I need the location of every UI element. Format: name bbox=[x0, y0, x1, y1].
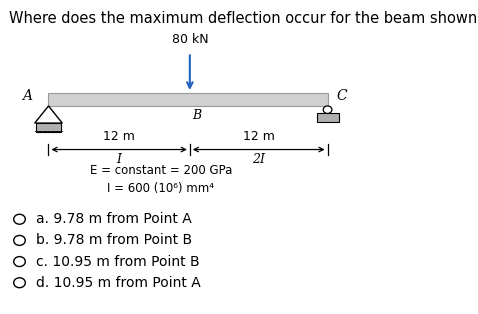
Text: E = constant = 200 GPa: E = constant = 200 GPa bbox=[90, 164, 232, 176]
Text: C: C bbox=[337, 89, 348, 103]
Text: B: B bbox=[193, 109, 202, 122]
FancyBboxPatch shape bbox=[36, 123, 61, 133]
Circle shape bbox=[14, 214, 25, 224]
Text: A: A bbox=[22, 89, 32, 103]
Text: 2I: 2I bbox=[252, 153, 265, 166]
FancyBboxPatch shape bbox=[316, 113, 338, 122]
Polygon shape bbox=[35, 106, 62, 123]
Circle shape bbox=[14, 257, 25, 267]
Text: 12 m: 12 m bbox=[243, 130, 275, 143]
Text: d. 10.95 m from Point A: d. 10.95 m from Point A bbox=[36, 276, 201, 290]
Text: Where does the maximum deflection occur for the beam shown?: Where does the maximum deflection occur … bbox=[9, 11, 478, 26]
Text: 12 m: 12 m bbox=[103, 130, 135, 143]
Text: b. 9.78 m from Point B: b. 9.78 m from Point B bbox=[36, 233, 192, 247]
Text: I: I bbox=[117, 153, 122, 166]
Circle shape bbox=[14, 236, 25, 245]
FancyBboxPatch shape bbox=[48, 93, 327, 106]
Text: c. 10.95 m from Point B: c. 10.95 m from Point B bbox=[36, 255, 199, 268]
Circle shape bbox=[14, 278, 25, 288]
Text: 80 kN: 80 kN bbox=[172, 33, 208, 46]
Text: I = 600 (10⁶) mm⁴: I = 600 (10⁶) mm⁴ bbox=[108, 181, 214, 195]
Circle shape bbox=[323, 106, 332, 113]
Text: a. 9.78 m from Point A: a. 9.78 m from Point A bbox=[36, 212, 192, 226]
